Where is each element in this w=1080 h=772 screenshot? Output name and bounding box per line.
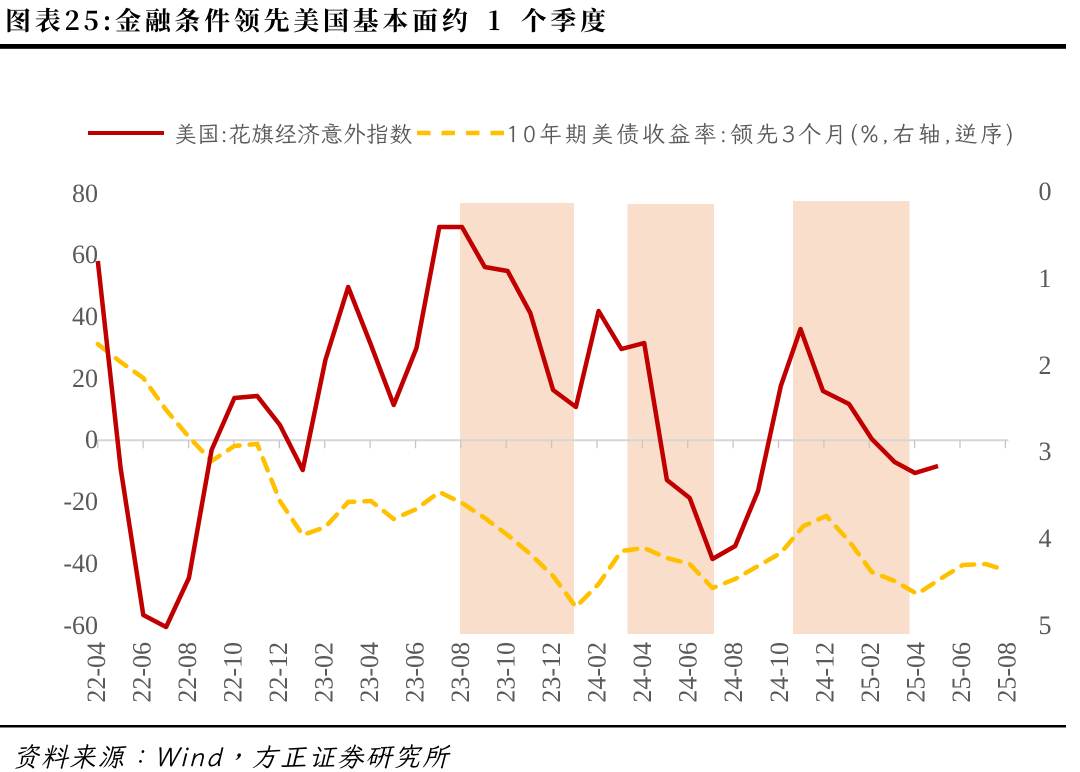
svg-text:23-08: 23-08 — [446, 642, 475, 703]
svg-text:2: 2 — [1039, 351, 1052, 380]
svg-text:40: 40 — [72, 302, 98, 331]
svg-text:23-04: 23-04 — [355, 642, 384, 703]
svg-text:23-02: 23-02 — [309, 642, 338, 703]
svg-text:23-06: 23-06 — [401, 642, 430, 703]
svg-text:25-06: 25-06 — [947, 642, 976, 703]
svg-text:-40: -40 — [63, 549, 98, 578]
svg-text:24-10: 24-10 — [765, 642, 794, 703]
svg-text:25-02: 25-02 — [856, 642, 885, 703]
svg-text:1: 1 — [1039, 264, 1052, 293]
svg-text:24-08: 24-08 — [719, 642, 748, 703]
svg-text:-20: -20 — [63, 487, 98, 516]
svg-text:25-08: 25-08 — [992, 642, 1021, 703]
svg-text:4: 4 — [1039, 524, 1052, 553]
svg-text:23-10: 23-10 — [492, 642, 521, 703]
svg-text:22-12: 22-12 — [264, 642, 293, 703]
svg-text:20: 20 — [72, 364, 98, 393]
svg-text:24-04: 24-04 — [628, 642, 657, 703]
svg-text:24-02: 24-02 — [583, 642, 612, 703]
svg-text:3: 3 — [1039, 437, 1052, 466]
svg-text:24-12: 24-12 — [810, 642, 839, 703]
svg-text:22-10: 22-10 — [218, 642, 247, 703]
svg-text:25-04: 25-04 — [901, 642, 930, 703]
svg-text:0: 0 — [1039, 177, 1052, 206]
svg-text:60: 60 — [72, 240, 98, 269]
svg-text:23-12: 23-12 — [537, 642, 566, 703]
svg-text:22-08: 22-08 — [173, 642, 202, 703]
svg-text:-60: -60 — [63, 611, 98, 640]
svg-text:5: 5 — [1039, 611, 1052, 640]
svg-text:24-06: 24-06 — [674, 642, 703, 703]
svg-text:22-06: 22-06 — [127, 642, 156, 703]
svg-text:22-04: 22-04 — [82, 642, 111, 703]
svg-text:0: 0 — [85, 425, 98, 454]
svg-text:80: 80 — [72, 179, 98, 208]
